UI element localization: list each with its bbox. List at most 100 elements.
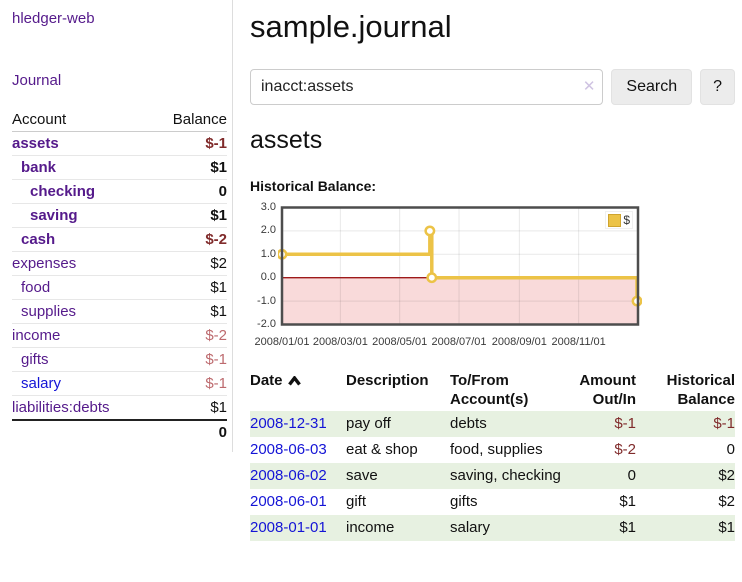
register-row: 2008-06-02 save saving, checking 0 $2 — [250, 463, 735, 489]
search-button[interactable]: Search — [611, 69, 693, 105]
register-row: 2008-01-01 income salary $1 $1 — [250, 515, 735, 541]
transaction-date-link[interactable]: 2008-06-03 — [250, 441, 327, 458]
main-content: sample.journal ✕ Search ? assets Histori… — [233, 0, 742, 541]
account-row: checking 0 — [12, 179, 227, 203]
register-amount: 0 — [627, 467, 636, 484]
account-row: bank $1 — [12, 155, 227, 179]
account-row: food $1 — [12, 275, 227, 299]
account-link[interactable]: expenses — [12, 255, 77, 272]
register-description: income — [346, 519, 395, 536]
account-link[interactable]: salary — [21, 375, 62, 392]
accounts-table-header: Account Balance — [12, 108, 227, 132]
transaction-date-link[interactable]: 2008-06-02 — [250, 467, 327, 484]
register-amount: $1 — [619, 493, 636, 510]
register-row: 2008-06-03 eat & shop food, supplies $-2 0 — [250, 437, 735, 463]
register-col-date[interactable]: Date — [250, 369, 346, 411]
chart-x-axis-labels: 2008/01/01 2008/03/01 2008/05/01 2008/07/01… — [250, 335, 650, 351]
sidebar-item-journal[interactable]: Journal — [12, 72, 62, 89]
register-balance: $1 — [718, 519, 735, 536]
register-table: Date Description To/From Account(s) Amou… — [250, 369, 735, 541]
account-balance: $-1 — [205, 375, 227, 392]
chart-canvas — [276, 206, 643, 326]
page-title: sample.journal — [250, 9, 452, 44]
register-description: save — [346, 467, 378, 484]
y-tick-label: 1.0 — [260, 247, 276, 260]
account-row: supplies $1 — [12, 299, 227, 323]
y-tick-label: -1.0 — [257, 294, 276, 307]
account-balance: $-2 — [205, 327, 227, 344]
transaction-date-link[interactable]: 2008-06-01 — [250, 493, 327, 510]
account-row: income $-2 — [12, 323, 227, 347]
account-link[interactable]: supplies — [21, 303, 77, 320]
register-accounts: salary — [450, 519, 491, 536]
account-link[interactable]: bank — [21, 159, 57, 176]
register-balance: 0 — [726, 441, 735, 458]
y-tick-label: 3.0 — [260, 201, 276, 213]
x-tick-label: 2008/01/01 — [254, 336, 310, 348]
account-balance: $2 — [210, 255, 227, 272]
register-description: gift — [346, 493, 367, 510]
account-link[interactable]: gifts — [21, 351, 49, 368]
account-link[interactable]: food — [21, 279, 51, 296]
chart-title: Historical Balance: — [250, 178, 377, 194]
x-tick-label: 2008/11/01 — [551, 336, 606, 348]
accounts-col-account: Account — [12, 111, 67, 128]
historical-balance-chart: 3.0 2.0 1.0 0.0 -1.0 -2.0 $ 2008/01/01 2008/03… — [250, 201, 650, 351]
register-accounts: debts — [450, 415, 487, 432]
account-row: liabilities:debts $1 — [12, 395, 227, 419]
search-bar: ✕ Search ? — [250, 69, 735, 105]
account-balance: $1 — [210, 159, 227, 176]
search-box: ✕ — [250, 69, 604, 105]
accounts-total-value: 0 — [218, 424, 227, 441]
register-amount: $-2 — [614, 441, 636, 458]
transaction-date-link[interactable]: 2008-12-31 — [250, 415, 327, 432]
account-link[interactable]: income — [12, 327, 61, 344]
accounts-table: Account Balance assets $-1 bank $1 checking 0… — [12, 108, 227, 444]
account-balance: $-2 — [205, 231, 227, 248]
account-title: assets — [250, 126, 323, 154]
account-balance: $1 — [210, 303, 227, 320]
transaction-date-link[interactable]: 2008-01-01 — [250, 519, 327, 536]
clear-search-icon[interactable]: ✕ — [582, 78, 596, 95]
y-tick-label: 0.0 — [260, 271, 276, 284]
register-balance: $2 — [718, 467, 735, 484]
x-tick-label: 2008/09/01 — [491, 336, 547, 348]
search-input[interactable] — [250, 69, 604, 105]
account-row: cash $-2 — [12, 227, 227, 251]
register-balance: $2 — [718, 493, 735, 510]
account-balance: $-1 — [205, 351, 227, 368]
legend-label: $ — [623, 213, 630, 227]
register-balance: $-1 — [713, 415, 735, 432]
account-balance: 0 — [218, 183, 227, 200]
x-tick-label: 2008/03/01 — [312, 336, 368, 348]
account-row: saving $1 — [12, 203, 227, 227]
register-row: 2008-06-01 gift gifts $1 $2 — [250, 489, 735, 515]
app-title-link[interactable]: hledger-web — [12, 10, 95, 27]
help-button[interactable]: ? — [700, 69, 735, 105]
account-link[interactable]: assets — [12, 135, 59, 152]
account-balance: $1 — [210, 207, 227, 224]
register-description: eat & shop — [346, 441, 418, 458]
account-link[interactable]: saving — [30, 207, 78, 224]
account-balance: $-1 — [205, 135, 227, 152]
accounts-col-balance: Balance — [172, 111, 227, 128]
x-tick-label: 2008/05/01 — [372, 336, 428, 348]
register-header-row: Date Description To/From Account(s) Amou… — [250, 369, 735, 411]
page: hledger-web Journal Account Balance asse… — [0, 0, 742, 541]
chart-legend: $ — [605, 211, 633, 229]
account-row: assets $-1 — [12, 132, 227, 155]
register-col-amount: Amount Out/In — [579, 372, 636, 408]
register-col-balance: Historical Balance — [666, 372, 735, 408]
y-tick-label: 2.0 — [260, 224, 276, 237]
account-link[interactable]: liabilities:debts — [12, 399, 110, 416]
accounts-total-row: 0 — [12, 419, 227, 444]
y-tick-label: -2.0 — [257, 318, 276, 330]
chart-y-axis-labels: 3.0 2.0 1.0 0.0 -1.0 -2.0 — [250, 201, 278, 330]
register-col-description: Description — [346, 372, 429, 389]
account-row: gifts $-1 — [12, 347, 227, 371]
legend-swatch-icon — [608, 213, 622, 227]
register-amount: $1 — [619, 519, 636, 536]
account-link[interactable]: checking — [30, 183, 96, 200]
account-link[interactable]: cash — [21, 231, 56, 248]
sidebar: hledger-web Journal Account Balance asse… — [0, 0, 233, 452]
